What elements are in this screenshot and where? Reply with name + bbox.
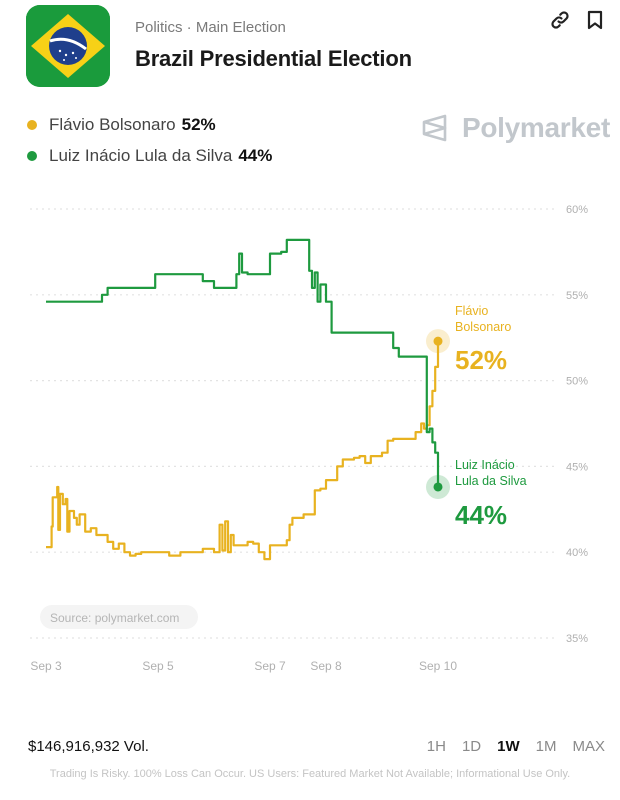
x-tick-label: Sep 7 — [254, 659, 286, 673]
legend-item-lula: Luiz Inácio Lula da Silva 44% — [27, 146, 272, 166]
legend-dot — [27, 120, 37, 130]
series-label: Bolsonaro — [455, 320, 511, 334]
link-icon[interactable] — [549, 9, 571, 31]
x-tick-label: Sep 8 — [310, 659, 342, 673]
polymarket-logo: Polymarket — [420, 112, 610, 144]
series-label: Luiz Inácio — [455, 458, 515, 472]
range-max[interactable]: MAX — [572, 738, 605, 755]
end-point — [433, 482, 443, 492]
x-tick-label: Sep 5 — [142, 659, 174, 673]
y-tick-label: 50% — [566, 376, 588, 388]
page-title: Brazil Presidential Election — [135, 46, 412, 71]
y-tick-label: 60% — [566, 204, 588, 216]
range-1w[interactable]: 1W — [497, 738, 520, 755]
x-tick-label: Sep 3 — [30, 659, 62, 673]
series-line-lula — [46, 238, 440, 487]
series-value-label: 52% — [455, 345, 507, 375]
y-tick-label: 55% — [566, 290, 588, 302]
source-pill — [40, 605, 198, 629]
legend-dot — [27, 151, 37, 161]
legend-pct: 44% — [238, 146, 273, 165]
source-label: Source: polymarket.com — [50, 611, 179, 625]
range-1d[interactable]: 1D — [461, 738, 482, 755]
series-line-bolsonaro — [46, 341, 440, 561]
series-value-label: 44% — [455, 500, 507, 530]
polymarket-logo-icon — [422, 114, 447, 142]
end-point — [433, 336, 443, 346]
time-range-selector: 1H 1D 1W 1M MAX — [427, 738, 605, 755]
brazil-flag-icon — [26, 5, 110, 87]
y-tick-label: 40% — [566, 547, 588, 559]
legend-item-bolsonaro: Flávio Bolsonaro 52% — [27, 115, 216, 135]
bookmark-icon[interactable] — [584, 9, 606, 31]
disclaimer: Trading Is Risky. 100% Loss Can Occur. U… — [49, 768, 571, 780]
legend-name: Flávio Bolsonaro — [49, 115, 176, 134]
y-tick-label: 35% — [566, 633, 588, 645]
series-label: Flávio — [455, 304, 488, 318]
market-category: Politics · Main Election — [135, 19, 286, 36]
series-label: Lula da Silva — [455, 474, 527, 488]
legend-name: Luiz Inácio Lula da Silva — [49, 146, 233, 165]
brand-name: Polymarket — [462, 112, 610, 143]
price-chart: 35% 40% 45% 50% 55% 60% Sep 3 Sep 5 Sep 7 Sep 8 Se… — [30, 204, 588, 673]
volume-text: $146,916,932 Vol. — [28, 738, 149, 755]
range-1h[interactable]: 1H — [426, 738, 446, 755]
legend-pct: 52% — [181, 115, 216, 134]
y-tick-label: 45% — [566, 461, 588, 473]
range-1m[interactable]: 1M — [535, 738, 557, 755]
x-tick-label: Sep 10 — [419, 659, 457, 673]
